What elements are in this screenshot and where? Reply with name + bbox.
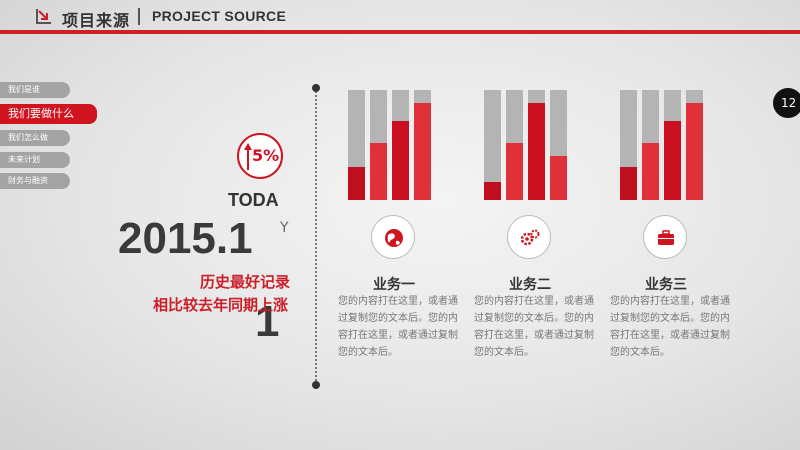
business-title-2: 业务二: [509, 277, 551, 293]
bar-track: [620, 90, 637, 200]
bar-track: [550, 90, 567, 200]
bar-chart-2: [484, 90, 574, 200]
page-number-badge: 12: [773, 88, 800, 118]
business-title-3: 业务三: [645, 277, 687, 293]
nav-item-who[interactable]: 我们是谁: [0, 82, 70, 98]
header-rule: [0, 30, 800, 34]
page-subtitle: PROJECT SOURCE: [152, 8, 287, 24]
nav-item-finance[interactable]: 财务与融资: [0, 173, 70, 189]
business-column-3: 业务三 您的内容打在这里，或者通过复制您的文本后。您的内容打在这里，或者通过复制…: [610, 90, 740, 390]
bar-track: [370, 90, 387, 200]
growth-text: 相比较去年同期上涨: [152, 296, 288, 314]
bar-fill: [348, 167, 365, 200]
corner-arrow-icon: [36, 9, 51, 24]
bar-fill: [370, 142, 387, 200]
bar-chart-1: [348, 90, 438, 200]
business-column-1: 业务一 您的内容打在这里，或者通过复制您的文本后。您的内容打在这里，或者通过复制…: [338, 90, 468, 390]
bar-fill: [642, 142, 659, 200]
business-column-2: 业务二 您的内容打在这里，或者通过复制您的文本后。您的内容打在这里，或者通过复制…: [474, 90, 604, 390]
business-title-1: 业务一: [373, 277, 415, 293]
dotted-separator: [315, 88, 317, 388]
year-value-suffix: 1: [255, 297, 280, 346]
today-label: TODA: [228, 190, 279, 210]
growth-badge: 5%: [237, 133, 283, 179]
title-divider: [138, 8, 140, 25]
business-text-1: 您的内容打在这里，或者通过复制您的文本后。您的内容打在这里，或者通过复制您的文本…: [338, 296, 458, 358]
bar-fill: [506, 142, 523, 200]
growth-percent: 5%: [252, 146, 280, 165]
bar-fill: [686, 103, 703, 200]
bar-fill: [484, 182, 501, 200]
bar-track: [484, 90, 501, 200]
bar-track: [506, 90, 523, 200]
business-text-2: 您的内容打在这里，或者通过复制您的文本后。您的内容打在这里，或者通过复制您的文本…: [474, 296, 594, 358]
page-title: 项目来源: [62, 11, 131, 30]
bar-track: [664, 90, 681, 200]
bar-fill: [392, 120, 409, 200]
header: 项目来源 PROJECT SOURCE: [0, 0, 800, 34]
year-value: 2015.1: [118, 214, 253, 263]
briefcase-icon: [643, 215, 687, 259]
record-text: 历史最好记录: [199, 273, 290, 291]
arrow-up-icon: [244, 143, 252, 170]
bar-chart-3: [620, 90, 710, 200]
bar-fill: [414, 103, 431, 200]
bar-fill: [550, 156, 567, 200]
bar-fill: [664, 120, 681, 200]
bar-track: [414, 90, 431, 200]
bar-track: [642, 90, 659, 200]
gears-icon: [507, 215, 551, 259]
separator-dot-top: [312, 84, 320, 92]
today-label-suffix: Y: [280, 220, 289, 236]
nav-item-future[interactable]: 未来计划: [0, 152, 70, 168]
bar-fill: [620, 167, 637, 200]
bar-track: [528, 90, 545, 200]
separator-dot-bottom: [312, 381, 320, 389]
bar-track: [348, 90, 365, 200]
bar-track: [392, 90, 409, 200]
business-text-3: 您的内容打在这里，或者通过复制您的文本后。您的内容打在这里，或者通过复制您的文本…: [610, 296, 730, 358]
globe-icon: [371, 215, 415, 259]
bar-fill: [528, 103, 545, 200]
nav-item-what[interactable]: 我们要做什么: [0, 104, 97, 124]
bar-track: [686, 90, 703, 200]
nav-item-how[interactable]: 我们怎么做: [0, 130, 70, 146]
